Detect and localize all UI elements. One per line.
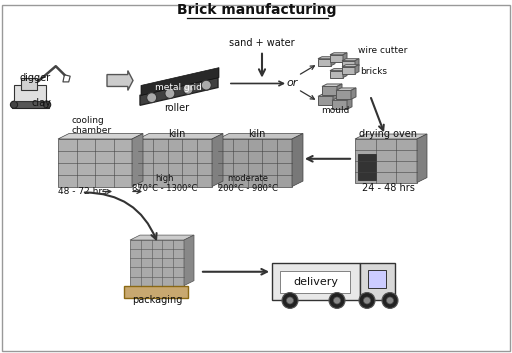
Text: or: or [286, 78, 297, 89]
Bar [368, 270, 386, 288]
Bar [12, 101, 49, 108]
Text: cooling
chamber: cooling chamber [72, 115, 112, 135]
Text: mould: mould [321, 106, 349, 115]
Text: roller: roller [164, 103, 189, 113]
Polygon shape [130, 235, 194, 240]
Polygon shape [337, 84, 342, 95]
Text: clay: clay [32, 98, 52, 108]
Polygon shape [343, 68, 347, 78]
Text: sand + water: sand + water [229, 38, 295, 48]
Circle shape [333, 297, 340, 304]
Circle shape [329, 293, 345, 309]
Polygon shape [330, 68, 347, 71]
Bar [332, 100, 347, 109]
Text: 24 - 48 hrs: 24 - 48 hrs [361, 184, 414, 193]
Bar [342, 67, 355, 73]
Bar [272, 263, 360, 300]
Circle shape [282, 293, 298, 309]
Text: digger: digger [20, 72, 51, 83]
Polygon shape [330, 53, 347, 55]
Bar [330, 71, 343, 78]
Bar [336, 90, 351, 99]
Polygon shape [184, 235, 194, 286]
Bar [124, 286, 188, 298]
Polygon shape [212, 133, 223, 186]
Polygon shape [58, 133, 143, 139]
Circle shape [201, 80, 211, 90]
Bar [280, 271, 350, 293]
Text: kiln: kiln [168, 129, 186, 139]
Bar [58, 139, 132, 186]
Polygon shape [140, 78, 218, 105]
Bar [322, 86, 337, 95]
Polygon shape [347, 98, 352, 109]
Polygon shape [355, 65, 359, 73]
Polygon shape [318, 94, 338, 96]
Polygon shape [332, 98, 352, 100]
Circle shape [10, 101, 17, 108]
Text: drying oven: drying oven [359, 129, 417, 139]
Polygon shape [218, 133, 303, 139]
Circle shape [287, 297, 293, 304]
Text: moderate
200°C - 980°C: moderate 200°C - 980°C [218, 174, 278, 193]
Circle shape [387, 297, 394, 304]
Circle shape [382, 293, 398, 309]
Text: delivery: delivery [293, 277, 338, 287]
Polygon shape [331, 57, 335, 66]
Bar [21, 78, 37, 90]
Bar [318, 59, 331, 66]
Polygon shape [333, 94, 338, 105]
Polygon shape [292, 133, 303, 186]
Polygon shape [322, 84, 342, 86]
Bar [138, 139, 212, 186]
Text: wire cutter: wire cutter [358, 46, 408, 55]
Circle shape [165, 89, 175, 98]
Text: metal grid: metal grid [155, 83, 201, 92]
Bar [355, 139, 417, 183]
Polygon shape [343, 53, 347, 62]
Bar [342, 61, 355, 68]
Bar [14, 85, 46, 101]
Polygon shape [336, 88, 356, 90]
Bar [358, 154, 376, 180]
Circle shape [183, 84, 193, 94]
Polygon shape [318, 57, 335, 59]
Bar [130, 240, 184, 286]
Text: Brick manufacturing: Brick manufacturing [177, 3, 337, 17]
Bar [218, 139, 292, 186]
Text: 48 - 72 hrs: 48 - 72 hrs [58, 187, 106, 197]
Circle shape [44, 101, 51, 108]
Bar [318, 96, 333, 105]
Text: high
870°C - 1300°C: high 870°C - 1300°C [132, 174, 198, 193]
Polygon shape [351, 88, 356, 99]
Polygon shape [342, 59, 359, 61]
Polygon shape [417, 134, 427, 183]
Polygon shape [342, 65, 359, 67]
Text: bricks: bricks [360, 67, 387, 76]
Circle shape [147, 93, 157, 103]
Text: packaging: packaging [132, 295, 182, 305]
Polygon shape [132, 133, 143, 186]
Polygon shape [107, 71, 133, 90]
Bar [360, 263, 395, 300]
Polygon shape [355, 134, 427, 139]
Circle shape [359, 293, 375, 309]
Polygon shape [138, 133, 223, 139]
Polygon shape [141, 68, 219, 95]
Bar [330, 55, 343, 62]
Circle shape [364, 297, 371, 304]
Text: kiln: kiln [248, 129, 266, 139]
Polygon shape [355, 59, 359, 68]
